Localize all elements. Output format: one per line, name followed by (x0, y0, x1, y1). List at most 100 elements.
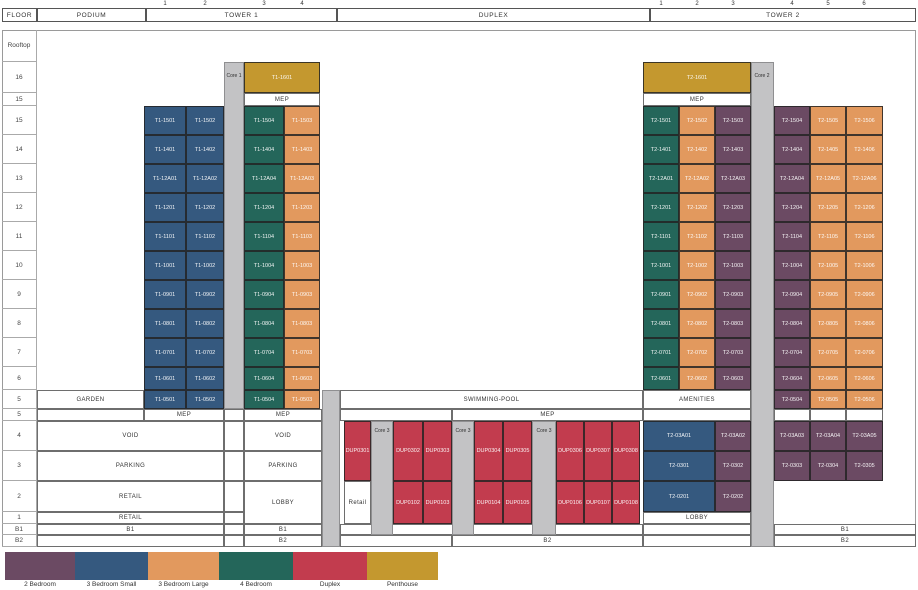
unit-t1-1601[interactable]: T1-1601 (244, 62, 320, 93)
unit-t1-12a03[interactable]: T1-12A03 (284, 164, 320, 193)
unit-t2-12a03[interactable]: T2-12A03 (715, 164, 751, 193)
unit-t2-1504[interactable]: T2-1504 (774, 106, 810, 135)
unit-t1-12a02[interactable]: T1-12A02 (186, 164, 224, 193)
unit-t1-0901[interactable]: T1-0901 (144, 280, 186, 309)
unit-t1-1203[interactable]: T1-1203 (284, 193, 320, 222)
unit-t1-1201[interactable]: T1-1201 (144, 193, 186, 222)
unit-t1-0603[interactable]: T1-0603 (284, 367, 320, 390)
unit-t2-0806[interactable]: T2-0806 (846, 309, 883, 338)
unit-t1-1103[interactable]: T1-1103 (284, 222, 320, 251)
unit-t1-0504[interactable]: T1-0504 (244, 390, 284, 409)
unit-t2-1201[interactable]: T2-1201 (643, 193, 679, 222)
unit-t2-0605[interactable]: T2-0605 (810, 367, 846, 390)
unit-t2-1204[interactable]: T2-1204 (774, 193, 810, 222)
unit-t2-03a02[interactable]: T2-03A02 (715, 421, 751, 451)
unit-t2-0506[interactable]: T2-0506 (846, 390, 883, 409)
unit-t1-0801[interactable]: T1-0801 (144, 309, 186, 338)
unit-t2-1006[interactable]: T2-1006 (846, 251, 883, 280)
unit-t2-1406[interactable]: T2-1406 (846, 135, 883, 164)
unit-t1-0501[interactable]: T1-0501 (144, 390, 186, 409)
unit-t2-0604[interactable]: T2-0604 (774, 367, 810, 390)
unit-t1-1204[interactable]: T1-1204 (244, 193, 284, 222)
unit-dup0305[interactable]: DUP0305 (503, 421, 532, 481)
unit-t1-1202[interactable]: T1-1202 (186, 193, 224, 222)
unit-t2-0802[interactable]: T2-0802 (679, 309, 715, 338)
unit-dup0108[interactable]: DUP0108 (612, 481, 640, 524)
unit-t2-0906[interactable]: T2-0906 (846, 280, 883, 309)
unit-dup0307[interactable]: DUP0307 (584, 421, 612, 481)
unit-t1-0502[interactable]: T1-0502 (186, 390, 224, 409)
unit-t2-1506[interactable]: T2-1506 (846, 106, 883, 135)
unit-t2-1205[interactable]: T2-1205 (810, 193, 846, 222)
unit-t1-0904[interactable]: T1-0904 (244, 280, 284, 309)
unit-t1-1002[interactable]: T1-1002 (186, 251, 224, 280)
unit-t1-0604[interactable]: T1-0604 (244, 367, 284, 390)
unit-t2-1005[interactable]: T2-1005 (810, 251, 846, 280)
unit-t2-03a04[interactable]: T2-03A04 (810, 421, 846, 451)
unit-t1-1502[interactable]: T1-1502 (186, 106, 224, 135)
unit-t2-0305[interactable]: T2-0305 (846, 451, 883, 481)
unit-t2-1503[interactable]: T2-1503 (715, 106, 751, 135)
unit-t1-12a01[interactable]: T1-12A01 (144, 164, 186, 193)
unit-t2-1206[interactable]: T2-1206 (846, 193, 883, 222)
unit-dup0306[interactable]: DUP0306 (556, 421, 584, 481)
unit-t2-0504[interactable]: T2-0504 (774, 390, 810, 409)
unit-dup0301[interactable]: DUP0301 (344, 421, 371, 481)
unit-t2-0302[interactable]: T2-0302 (715, 451, 751, 481)
unit-t2-1505[interactable]: T2-1505 (810, 106, 846, 135)
unit-t1-0602[interactable]: T1-0602 (186, 367, 224, 390)
unit-t2-1405[interactable]: T2-1405 (810, 135, 846, 164)
unit-t2-0706[interactable]: T2-0706 (846, 338, 883, 367)
unit-t2-1404[interactable]: T2-1404 (774, 135, 810, 164)
unit-t1-0702[interactable]: T1-0702 (186, 338, 224, 367)
unit-t2-03a03[interactable]: T2-03A03 (774, 421, 810, 451)
unit-t2-03a01[interactable]: T2-03A01 (643, 421, 715, 451)
unit-t2-0202[interactable]: T2-0202 (715, 481, 751, 512)
unit-dup0104[interactable]: DUP0104 (474, 481, 503, 524)
unit-t2-0304[interactable]: T2-0304 (810, 451, 846, 481)
unit-t2-1501[interactable]: T2-1501 (643, 106, 679, 135)
unit-dup0106[interactable]: DUP0106 (556, 481, 584, 524)
unit-t2-0201[interactable]: T2-0201 (643, 481, 715, 512)
unit-t1-12a04[interactable]: T1-12A04 (244, 164, 284, 193)
unit-t2-12a06[interactable]: T2-12A06 (846, 164, 883, 193)
unit-t2-0606[interactable]: T2-0606 (846, 367, 883, 390)
unit-t2-0901[interactable]: T2-0901 (643, 280, 679, 309)
unit-t1-0903[interactable]: T1-0903 (284, 280, 320, 309)
unit-t1-1402[interactable]: T1-1402 (186, 135, 224, 164)
unit-t2-1203[interactable]: T2-1203 (715, 193, 751, 222)
unit-dup0105[interactable]: DUP0105 (503, 481, 532, 524)
unit-t2-12a05[interactable]: T2-12A05 (810, 164, 846, 193)
unit-t1-1102[interactable]: T1-1102 (186, 222, 224, 251)
unit-t1-0601[interactable]: T1-0601 (144, 367, 186, 390)
unit-t2-0701[interactable]: T2-0701 (643, 338, 679, 367)
unit-dup0304[interactable]: DUP0304 (474, 421, 503, 481)
unit-t1-1004[interactable]: T1-1004 (244, 251, 284, 280)
unit-t1-1104[interactable]: T1-1104 (244, 222, 284, 251)
unit-t2-0602[interactable]: T2-0602 (679, 367, 715, 390)
unit-t1-1003[interactable]: T1-1003 (284, 251, 320, 280)
unit-dup0103[interactable]: DUP0103 (423, 481, 452, 524)
unit-t2-1202[interactable]: T2-1202 (679, 193, 715, 222)
unit-t2-0601[interactable]: T2-0601 (643, 367, 679, 390)
unit-t2-0801[interactable]: T2-0801 (643, 309, 679, 338)
unit-t2-0704[interactable]: T2-0704 (774, 338, 810, 367)
unit-t1-1404[interactable]: T1-1404 (244, 135, 284, 164)
unit-t2-1003[interactable]: T2-1003 (715, 251, 751, 280)
unit-t2-0905[interactable]: T2-0905 (810, 280, 846, 309)
unit-t2-1002[interactable]: T2-1002 (679, 251, 715, 280)
unit-dup0107[interactable]: DUP0107 (584, 481, 612, 524)
unit-dup0302[interactable]: DUP0302 (393, 421, 423, 481)
unit-t1-0802[interactable]: T1-0802 (186, 309, 224, 338)
unit-t2-0903[interactable]: T2-0903 (715, 280, 751, 309)
unit-t2-12a04[interactable]: T2-12A04 (774, 164, 810, 193)
unit-t2-0803[interactable]: T2-0803 (715, 309, 751, 338)
unit-t2-03a05[interactable]: T2-03A05 (846, 421, 883, 451)
unit-t2-0303[interactable]: T2-0303 (774, 451, 810, 481)
unit-t2-0702[interactable]: T2-0702 (679, 338, 715, 367)
unit-t1-0803[interactable]: T1-0803 (284, 309, 320, 338)
unit-dup0303[interactable]: DUP0303 (423, 421, 452, 481)
unit-t1-0701[interactable]: T1-0701 (144, 338, 186, 367)
unit-t2-0703[interactable]: T2-0703 (715, 338, 751, 367)
unit-t1-0703[interactable]: T1-0703 (284, 338, 320, 367)
